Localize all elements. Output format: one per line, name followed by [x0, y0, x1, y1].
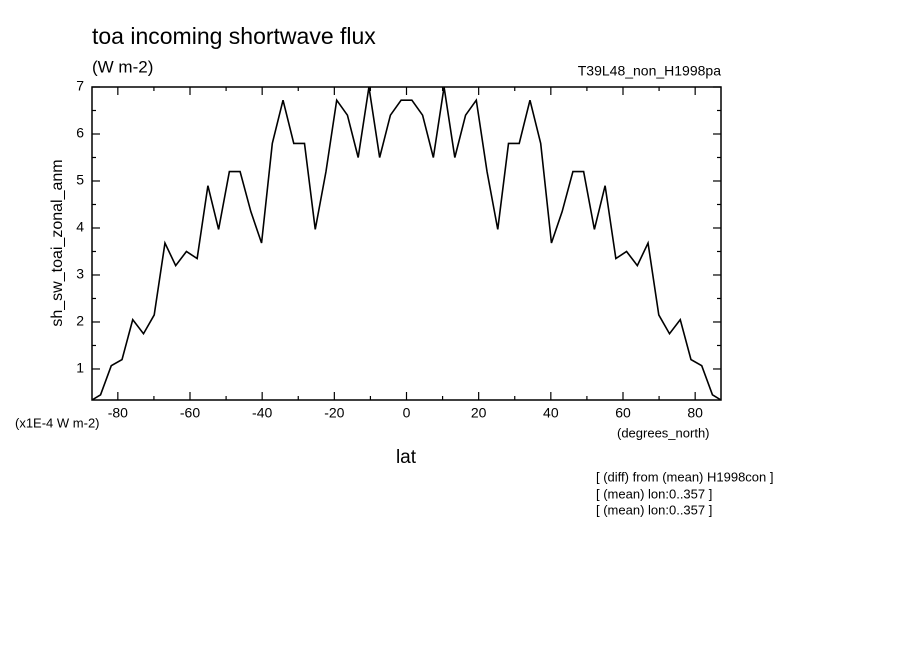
x-tick-label: -60 — [180, 405, 200, 421]
y-tick-label: 1 — [76, 360, 84, 376]
y-tick-label: 3 — [76, 266, 84, 282]
x-units: (degrees_north) — [617, 425, 710, 440]
y-units: (x1E-4 W m-2) — [15, 415, 100, 430]
y-tick-label: 7 — [76, 78, 84, 94]
x-tick-label: -40 — [252, 405, 272, 421]
note: [ (diff) from (mean) H1998con ] — [596, 469, 774, 484]
x-tick-label: 20 — [471, 405, 487, 421]
note: [ (mean) lon:0..357 ] — [596, 486, 712, 501]
y-tick-label: 5 — [76, 172, 84, 188]
x-tick-label: -20 — [324, 405, 344, 421]
data-line — [91, 86, 722, 401]
x-tick-label: -80 — [108, 405, 128, 421]
subtitle: (W m-2) — [92, 57, 153, 76]
x-axis-label: lat — [396, 447, 417, 468]
y-tick-label: 4 — [76, 219, 84, 235]
x-tick-label: 40 — [543, 405, 559, 421]
x-tick-label: 60 — [615, 405, 631, 421]
chart-title: toa incoming shortwave flux — [92, 23, 376, 49]
plot-frame — [91, 86, 722, 401]
y-tick-label: 6 — [76, 125, 84, 141]
y-axis-label: sh_sw_toai_zonal_anm — [49, 159, 66, 326]
y-tick-label: 2 — [76, 313, 84, 329]
x-tick-label: 80 — [687, 405, 703, 421]
note: [ (mean) lon:0..357 ] — [596, 502, 712, 517]
run-label: T39L48_non_H1998pa — [578, 63, 721, 79]
x-tick-label: 0 — [403, 405, 411, 421]
